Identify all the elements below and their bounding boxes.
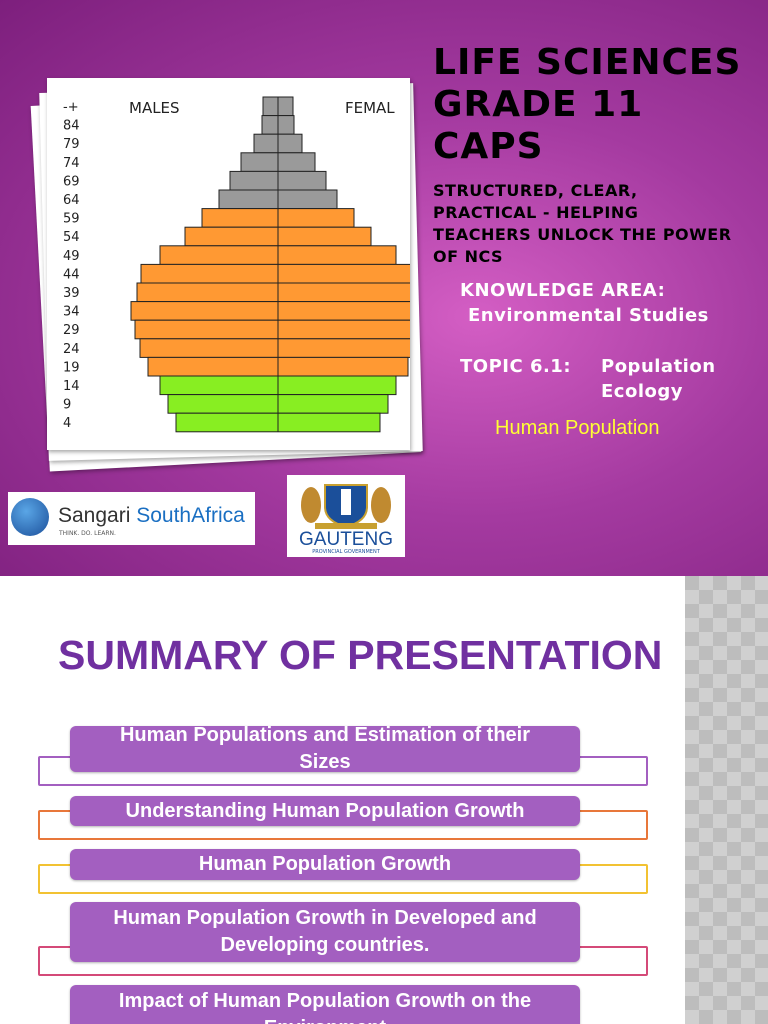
age-label: 84 [63,119,80,134]
females-label: FEMAL [345,99,395,117]
age-label: 29 [63,323,80,338]
age-label: 24 [63,342,80,357]
side-pattern [685,576,768,1024]
summary-item: Understanding Human Population Growth [70,796,580,826]
pyramid-image: MALES FEMAL -+ 84 79 74 69 64 59 54 49 44 39 34 29 24 19… [47,78,410,450]
logo-country: SouthAfrica [136,504,245,527]
pyramid-bar [140,263,410,284]
pyramid-bar [136,282,410,303]
topic: Population Ecology [601,356,716,402]
age-label: 69 [63,174,80,189]
summary-item: Human Populations and Estimation of thei… [70,724,580,773]
gauteng-name: GAUTENG [299,529,393,550]
males-label: MALES [129,99,180,117]
logo-icon [11,498,49,536]
summary-item: Human Population Growth in Developed and… [70,902,580,962]
logo-tagline: THINK. DO. LEARN. [59,530,116,537]
gauteng-sub: PROVINCIAL GOVERNMENT [312,549,380,555]
age-label: 44 [63,267,80,282]
slide-title: LIFE SCIENCES GRADE 11 CAPS [433,42,742,167]
slide-subtitle: STRUCTURED, CLEAR, PRACTICAL - HELPING T… [433,181,732,266]
age-label: 79 [63,137,80,152]
logo-text: Sangari SouthAfrica [58,504,245,528]
gauteng-logo: GAUTENG PROVINCIAL GOVERNMENT [287,475,405,557]
pyramid-bar [134,319,410,340]
age-label: 4 [63,416,71,431]
population-pyramid: MALES FEMAL-+8479746964595449443934292419… [63,96,410,433]
age-label: -+ [63,100,79,115]
age-label: 49 [63,249,80,264]
age-label: 34 [63,305,80,320]
topic-label: TOPIC 6.1: [460,356,572,377]
age-label: 54 [63,230,80,245]
summary-item: Human Population Growth [70,849,580,880]
knowledge-label: KNOWLEDGE AREA: [460,280,666,301]
age-label: 19 [63,360,80,375]
pyramid-bar [130,301,410,321]
age-label: 39 [63,286,80,301]
logo-name: Sangari [58,504,131,527]
age-label: 64 [63,193,80,208]
summary-title: SUMMARY OF PRESENTATION [58,632,663,678]
age-label: 59 [63,212,80,227]
age-label: 9 [63,398,71,413]
knowledge-area: Environmental Studies [468,305,709,326]
title-slide: MALES FEMAL -+ 84 79 74 69 64 59 54 49 44 39 34 29 24 19… [0,0,768,576]
age-label: 74 [63,156,80,171]
sangari-logo: Sangari SouthAfrica THINK. DO. LEARN. [8,492,255,545]
summary-item: Impact of Human Population Growth on the… [70,985,580,1024]
age-label: 14 [63,379,80,394]
summary-slide: SUMMARY OF PRESENTATION Human Population… [0,576,768,1024]
crest [301,484,391,529]
pyramid-bar [139,338,410,358]
highlight: Human Population [495,417,660,439]
